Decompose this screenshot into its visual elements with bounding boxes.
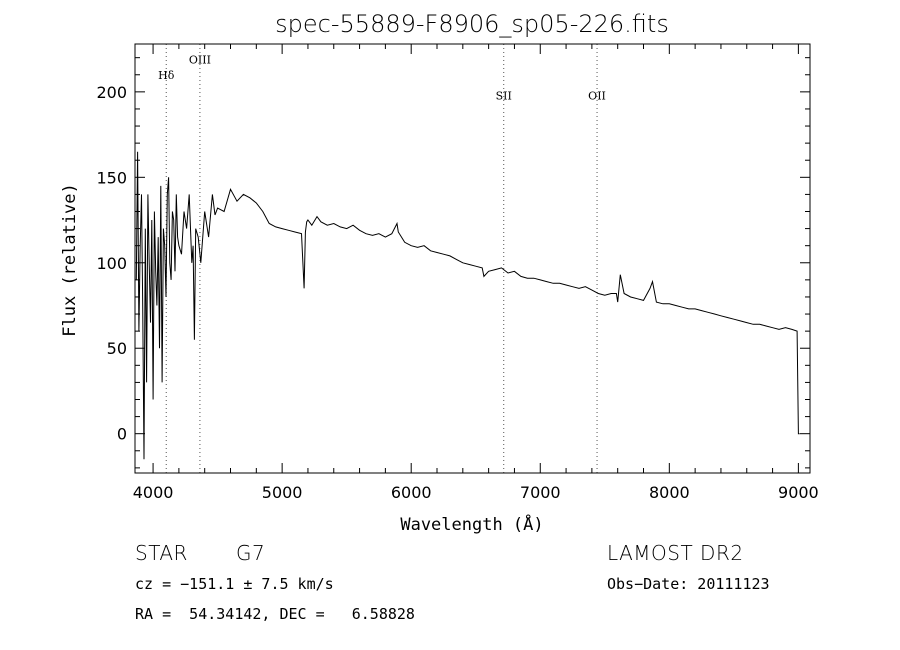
- x-tick-label: 7000: [520, 483, 561, 502]
- x-tick-label: 4000: [133, 483, 174, 502]
- axis-ticks: 4000 5000 6000 7000 8000 9000 0 50 100 150 200: [96, 44, 819, 502]
- obs-date-text: Obs−Date: 20111123: [607, 575, 770, 593]
- survey-label: LAMOST DR2: [607, 541, 744, 565]
- object-type-label: STAR: [135, 541, 188, 565]
- y-tick-label: 200: [96, 83, 127, 102]
- marker-label-1: OIII: [189, 53, 211, 66]
- plot-frame: [134, 43, 811, 474]
- coordinates-text: RA = 54.34142, DEC = 6.58828: [135, 605, 415, 623]
- x-axis-label: Wavelength (Å): [400, 513, 543, 535]
- marker-label-3: OII: [588, 89, 606, 102]
- y-tick-label: 100: [96, 254, 127, 273]
- marker-label-0: Hδ: [158, 69, 175, 82]
- y-tick-label: 50: [107, 339, 127, 358]
- y-axis-label: Flux (relative): [60, 183, 80, 337]
- x-tick-label: 5000: [262, 483, 303, 502]
- x-tick-label: 9000: [778, 483, 819, 502]
- x-tick-label: 6000: [391, 483, 432, 502]
- emission-line-markers: Hδ OIII SII OII: [158, 44, 606, 473]
- x-tick-label: 8000: [649, 483, 690, 502]
- marker-label-2: SII: [496, 89, 512, 102]
- spectrum-line-0: [135, 151, 800, 460]
- spectrum-series: [135, 151, 800, 460]
- y-tick-label: 150: [96, 168, 127, 187]
- y-tick-label: 0: [117, 425, 127, 444]
- redshift-text: cz = −151.1 ± 7.5 km/s: [135, 575, 334, 593]
- chart-title: spec-55889-F8906_sp05-226.fits: [275, 10, 669, 38]
- subclass-label: G7: [236, 541, 266, 565]
